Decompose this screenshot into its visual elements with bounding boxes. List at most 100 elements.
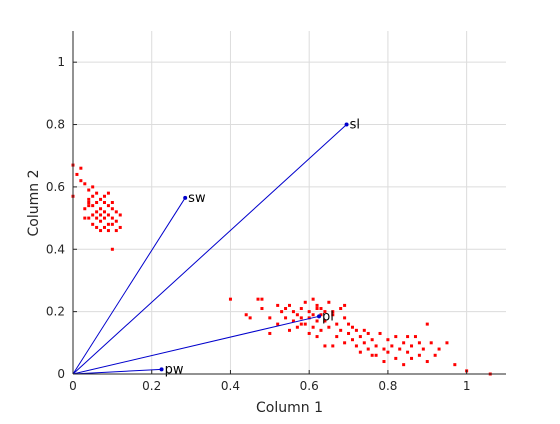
- data-point: [366, 331, 370, 335]
- data-point: [95, 201, 99, 204]
- data-point: [79, 166, 83, 170]
- data-point: [410, 344, 414, 348]
- data-point: [75, 172, 79, 176]
- data-point: [87, 216, 91, 220]
- y-tick-label: 0.4: [46, 242, 65, 256]
- data-point: [386, 350, 390, 354]
- x-tick-label: 0.2: [142, 379, 161, 393]
- data-point: [280, 310, 284, 314]
- data-point: [402, 363, 406, 367]
- data-point: [319, 328, 323, 332]
- vector-line-sl: [72, 124, 347, 375]
- data-point: [99, 229, 103, 233]
- data-point: [99, 197, 103, 201]
- data-point: [350, 338, 354, 342]
- y-tick-label: 0.8: [46, 118, 65, 132]
- vector-label-pw: pw: [165, 362, 184, 377]
- plot-background: [73, 31, 506, 374]
- data-point: [343, 303, 347, 307]
- data-point: [299, 316, 303, 320]
- data-point: [339, 307, 343, 311]
- data-point: [382, 360, 386, 364]
- data-point: [106, 191, 110, 195]
- tick-labels: 0 0.2 0.4 0.6 0.8 1 0 0.2 0.4 0.6 0.8 1: [46, 55, 471, 393]
- data-point: [284, 316, 288, 320]
- data-point: [374, 344, 378, 348]
- data-point: [350, 325, 354, 329]
- data-point: [106, 222, 110, 226]
- data-point: [102, 225, 106, 229]
- data-point: [362, 328, 366, 332]
- data-point: [335, 335, 339, 339]
- data-point: [323, 319, 327, 323]
- data-point: [110, 207, 114, 211]
- data-point: [288, 303, 291, 307]
- data-point: [307, 310, 311, 314]
- data-point: [268, 316, 272, 320]
- data-point: [79, 179, 83, 183]
- data-point: [87, 201, 91, 204]
- data-point: [335, 322, 339, 326]
- vector-line-sw: [72, 197, 186, 375]
- data-point: [319, 307, 323, 311]
- data-point: [429, 341, 433, 345]
- data-point: [118, 213, 122, 217]
- vector-endpoint-sl: [344, 122, 349, 127]
- data-point: [417, 353, 421, 357]
- data-point: [445, 341, 449, 345]
- data-point: [374, 353, 378, 357]
- data-point: [95, 210, 99, 214]
- data-point: [110, 216, 114, 220]
- data-point: [106, 213, 110, 217]
- data-point: [386, 338, 390, 342]
- data-point: [95, 216, 99, 220]
- data-point: [91, 213, 95, 217]
- vector-line-pw: [72, 368, 162, 375]
- data-point: [110, 222, 114, 226]
- data-point: [425, 360, 429, 364]
- data-point: [311, 325, 315, 329]
- data-point: [366, 347, 370, 351]
- data-point: [354, 328, 358, 332]
- data-point: [295, 313, 299, 317]
- data-point: [276, 322, 280, 326]
- data-point: [390, 344, 394, 348]
- data-point: [106, 229, 110, 233]
- y-tick-label: 0: [57, 367, 65, 381]
- data-point: [95, 191, 99, 195]
- data-point: [118, 225, 122, 229]
- data-point: [370, 353, 374, 357]
- vector-label-sl: sl: [350, 118, 360, 133]
- data-point: [295, 325, 299, 329]
- data-point: [331, 310, 335, 314]
- data-point: [421, 347, 425, 351]
- data-point: [433, 353, 437, 357]
- data-point: [110, 201, 114, 204]
- data-point: [382, 347, 386, 351]
- data-point: [402, 341, 406, 345]
- data-point: [83, 207, 87, 211]
- data-point: [425, 322, 429, 326]
- data-point: [323, 344, 327, 348]
- data-point: [256, 297, 260, 301]
- data-point: [291, 319, 295, 323]
- data-point: [307, 331, 311, 335]
- data-point: [87, 188, 91, 192]
- y-axis-label: Column 2: [26, 170, 42, 237]
- data-point: [417, 341, 421, 345]
- data-point: [260, 307, 264, 311]
- vector-line-pl: [72, 315, 320, 375]
- data-point: [91, 222, 95, 226]
- data-point: [327, 325, 331, 329]
- data-point: [307, 316, 311, 320]
- y-tick-label: 0.2: [46, 305, 65, 319]
- data-point: [358, 335, 362, 339]
- data-point: [87, 204, 91, 208]
- data-point: [453, 363, 457, 367]
- vector-endpoint-pw: [159, 367, 164, 372]
- data-point: [406, 335, 410, 339]
- data-point: [276, 303, 280, 307]
- data-point: [315, 303, 319, 307]
- data-point: [102, 216, 106, 220]
